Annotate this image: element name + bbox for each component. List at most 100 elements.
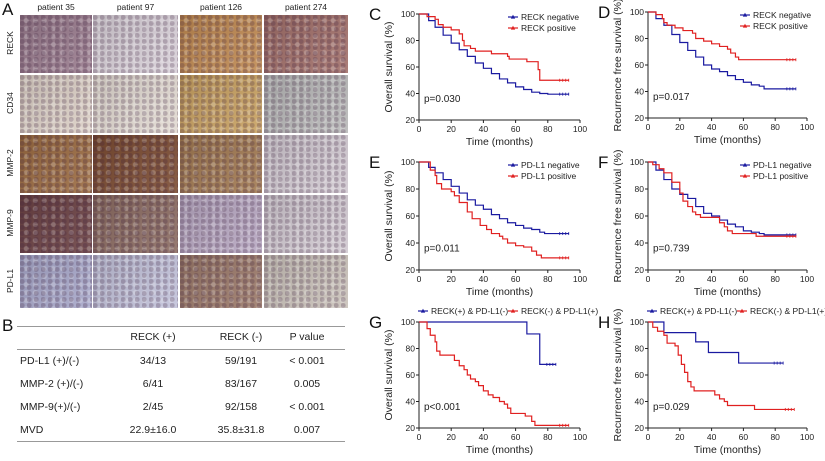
x-tick-label: 40: [707, 274, 717, 284]
table-cell: 6/41: [142, 378, 164, 390]
ihc-image-tile: [180, 195, 262, 253]
x-tick-label: 20: [446, 124, 456, 134]
table-cell: < 0.001: [289, 401, 325, 413]
ihc-image-tile: [264, 255, 348, 308]
y-tick-label: 80: [635, 344, 645, 354]
p-value-annotation: p=0.011: [424, 243, 460, 254]
x-tick-label: 20: [675, 274, 685, 284]
legend-label: PD-L1 positive: [521, 171, 577, 181]
y-tick-label: 100: [630, 7, 644, 17]
y-tick-label: 20: [635, 265, 645, 275]
column-header: patient 126: [199, 2, 243, 12]
legend-label: PD-L1 negative: [521, 160, 580, 170]
ihc-image-tile: [264, 135, 348, 193]
y-tick-label: 40: [635, 87, 645, 97]
p-value-annotation: p=0.029: [653, 402, 690, 413]
x-tick-label: 60: [511, 432, 521, 442]
y-tick-label: 40: [635, 238, 645, 248]
ihc-image-tile: [180, 255, 262, 308]
column-header: patient 35: [37, 2, 75, 12]
y-tick-label: 20: [406, 423, 416, 433]
table-header-cell: RECK (+): [130, 331, 176, 343]
panel-letter: E: [369, 153, 380, 172]
x-tick-label: 0: [417, 124, 422, 134]
x-tick-label: 100: [800, 432, 814, 442]
ihc-image-tile: [180, 75, 262, 133]
table-header-rule: [17, 349, 345, 350]
ihc-image-tile: [20, 135, 92, 193]
x-axis-label: Time (months): [694, 286, 761, 298]
table-cell: 35.8±31.8: [217, 424, 265, 436]
x-tick-label: 40: [479, 274, 489, 284]
x-tick-label: 80: [543, 432, 553, 442]
y-axis-label: Overall survival (%): [383, 329, 395, 420]
legend-label: RECK(+) & PD-L1(-): [431, 306, 508, 316]
x-tick-label: 20: [675, 432, 685, 442]
ihc-image-tile: [20, 75, 92, 133]
x-tick-label: 100: [573, 432, 587, 442]
panel-letter: C: [369, 5, 381, 24]
y-tick-label: 80: [406, 184, 416, 194]
legend-label: RECK negative: [753, 10, 811, 20]
x-tick-label: 60: [739, 274, 749, 284]
x-tick-label: 100: [573, 124, 587, 134]
y-tick-label: 40: [406, 89, 416, 99]
legend-marker: [420, 308, 426, 313]
x-tick-label: 20: [675, 122, 685, 132]
table-cell: < 0.001: [289, 355, 325, 367]
table-cell: 83/167: [224, 378, 258, 390]
ihc-image-tile: [93, 255, 178, 308]
table-header-cell: P value: [289, 331, 325, 343]
legend-marker: [739, 308, 745, 313]
legend-marker: [510, 173, 516, 178]
ihc-image-tile: [93, 135, 178, 193]
y-tick-label: 100: [401, 317, 415, 327]
legend-marker: [510, 308, 516, 313]
y-tick-label: 100: [401, 157, 415, 167]
table-cell: MVD: [20, 424, 44, 436]
legend-label: RECK(+) & PD-L1(-): [660, 306, 737, 316]
panel-letter: G: [369, 313, 382, 332]
legend-label: RECK negative: [521, 12, 579, 22]
x-tick-label: 0: [417, 432, 422, 442]
table-cell: 92/158: [224, 401, 258, 413]
km-curve-positive: [648, 161, 796, 237]
ihc-image-tile: [264, 15, 348, 73]
ihc-image-tile: [264, 75, 348, 133]
x-tick-label: 80: [770, 432, 780, 442]
column-header: patient 274: [284, 2, 328, 12]
x-tick-label: 100: [800, 122, 814, 132]
km-curve-negative: [648, 11, 796, 90]
km-curve-negative: [648, 321, 784, 364]
x-tick-label: 40: [479, 432, 489, 442]
y-tick-label: 80: [406, 36, 416, 46]
legend-label: RECK positive: [753, 21, 808, 31]
legend-label: RECK(-) & PD-L1(+): [750, 306, 825, 316]
y-tick-label: 20: [635, 113, 645, 123]
y-axis-label: Recurrence free survival (%): [612, 149, 624, 282]
ihc-image-tile: [20, 15, 92, 73]
km-curve-positive: [419, 321, 569, 426]
x-axis-label: Time (months): [466, 444, 533, 456]
x-tick-label: 60: [739, 432, 749, 442]
p-value-annotation: p<0.001: [424, 402, 461, 413]
legend-label: RECK positive: [521, 23, 576, 33]
y-tick-label: 60: [635, 370, 645, 380]
x-tick-label: 0: [646, 432, 651, 442]
ihc-image-tile: [20, 255, 92, 308]
y-tick-label: 20: [406, 115, 416, 125]
legend-marker: [742, 12, 748, 17]
legend-label: PD-L1 positive: [753, 171, 809, 181]
table-cell: 22.9±16.0: [129, 424, 177, 436]
ihc-image-tile: [180, 15, 262, 73]
legend-marker: [742, 23, 748, 28]
p-value-annotation: p=0.739: [653, 243, 690, 254]
panel-letter: H: [598, 313, 610, 332]
panel-letter-b: B: [2, 316, 14, 335]
table-top-rule: [17, 326, 345, 327]
y-axis-label: Overall survival (%): [383, 21, 395, 112]
ihc-image-tile: [20, 195, 92, 253]
km-curve-positive: [419, 13, 569, 81]
km-curve-positive: [648, 321, 795, 411]
